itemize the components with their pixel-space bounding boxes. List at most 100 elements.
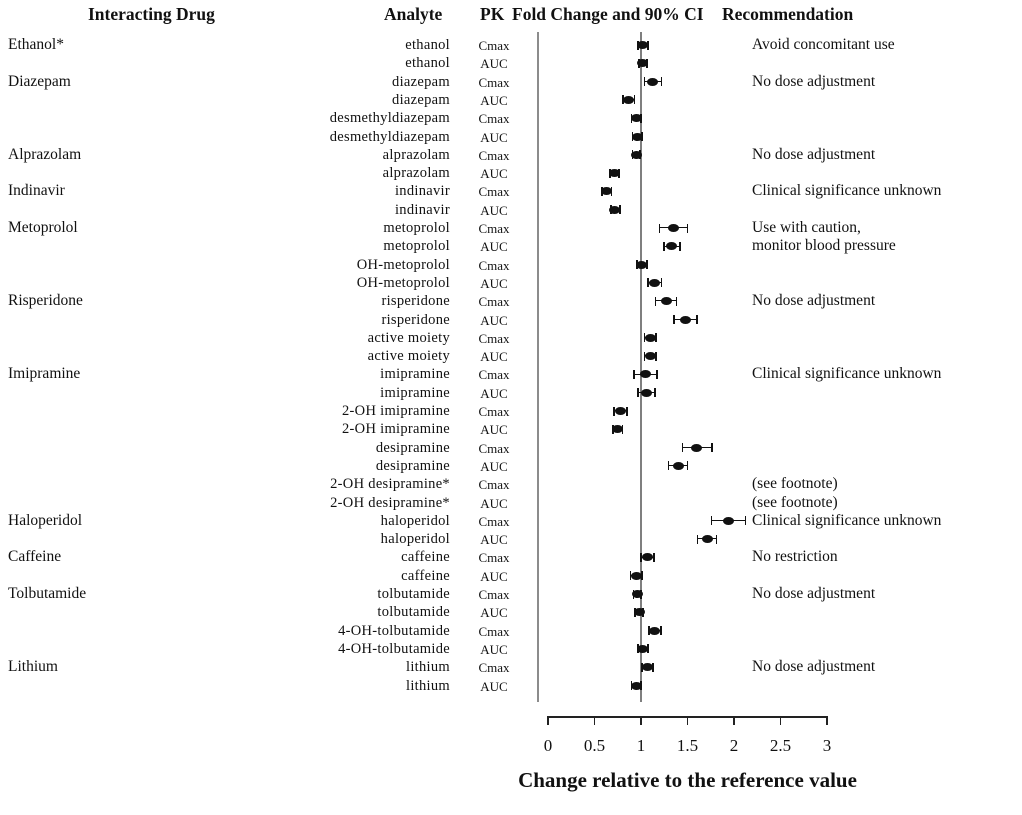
ci-cap-left <box>681 443 684 453</box>
analyte-label: desipramine <box>375 457 450 474</box>
drug-label: Haloperidol <box>8 511 83 529</box>
ci-cap-right <box>655 351 657 361</box>
pk-label: AUC <box>480 532 508 548</box>
analyte-label: ethanol <box>405 37 450 53</box>
analyte-label: lithium <box>406 659 450 676</box>
ci-cap-left <box>710 516 713 526</box>
x-axis-tick <box>826 716 828 725</box>
analyte-label: haloperidol <box>380 512 450 529</box>
analyte-label: OH-metoprolol <box>356 274 450 291</box>
analyte-label: 2-OH imipramine <box>342 403 450 419</box>
point-estimate-marker <box>608 169 620 178</box>
point-estimate-marker <box>637 644 649 653</box>
analyte-label: 4-OH-tolbutamide <box>338 622 450 639</box>
ci-cap-right <box>656 369 658 379</box>
point-estimate-marker <box>637 59 649 68</box>
analyte-label: metoprolol <box>383 220 450 236</box>
drug-label: Diazepam <box>8 72 71 90</box>
point-estimate-marker <box>630 571 642 580</box>
ci-cap-left <box>643 333 646 343</box>
drug-label: Indinavir <box>8 182 65 200</box>
ci-cap-left <box>637 388 639 398</box>
ci-cap-right <box>715 534 718 544</box>
point-estimate-marker <box>691 443 703 452</box>
recommendation-label: (see footnote) <box>752 475 838 493</box>
point-estimate-marker <box>609 205 621 214</box>
drug-label: Tolbutamide <box>8 585 87 602</box>
analyte-label: alprazolam <box>382 146 450 163</box>
analyte-label: desipramine <box>375 439 450 456</box>
ci-cap-left <box>696 534 699 544</box>
recommendation-label: No dose adjustment <box>752 72 876 90</box>
pk-label: Cmax <box>478 184 510 200</box>
analyte-label: caffeine <box>401 567 450 584</box>
x-axis-tick-label: 2.5 <box>769 736 792 755</box>
analyte-label: tolbutamide <box>377 604 450 621</box>
pk-label: Cmax <box>478 294 510 310</box>
ci-cap-right <box>652 662 655 672</box>
x-axis-tick-label: 0 <box>543 736 553 755</box>
ci-cap-left <box>647 278 650 288</box>
point-estimate-marker <box>644 352 656 361</box>
point-estimate-marker <box>631 590 643 598</box>
pk-label: Cmax <box>478 623 510 639</box>
point-estimate-marker <box>623 95 635 104</box>
pk-label: AUC <box>480 166 508 182</box>
drug-label: Caffeine <box>8 548 62 566</box>
point-estimate-marker <box>630 150 642 159</box>
point-estimate-marker <box>666 242 678 251</box>
analyte-label: active moiety <box>367 329 450 346</box>
x-axis-tick-label: 2 <box>729 736 739 755</box>
point-estimate-marker <box>636 260 648 269</box>
ci-cap-right <box>696 315 698 324</box>
point-estimate-marker <box>672 461 684 470</box>
analyte-label: diazepam <box>392 73 450 90</box>
drug-label: Imipramine <box>8 365 81 383</box>
pk-label: Cmax <box>478 440 510 456</box>
drug-label: Alprazolam <box>8 145 82 163</box>
analyte-label: active moiety <box>367 348 450 365</box>
pk-label: AUC <box>480 275 508 291</box>
pk-label: AUC <box>480 385 508 401</box>
analyte-label: desmethyldiazepam <box>329 110 450 127</box>
drug-label: Ethanol* <box>8 36 64 53</box>
recommendation-label: No dose adjustment <box>752 585 876 602</box>
ci-cap-left <box>629 571 632 581</box>
analyte-label: indinavir <box>394 201 450 218</box>
pk-label: AUC <box>480 56 508 72</box>
analyte-label: metoprolol <box>383 238 450 255</box>
analyte-label: OH-metoprolol <box>356 256 450 273</box>
point-estimate-marker <box>630 114 642 123</box>
ci-cap-right <box>686 223 689 233</box>
point-estimate-marker <box>642 553 653 562</box>
pk-label: AUC <box>480 129 508 145</box>
recommendation-label: Clinical significance unknown <box>752 511 942 529</box>
pk-label: AUC <box>480 202 508 218</box>
ci-cap-right <box>660 77 663 87</box>
point-estimate-marker <box>680 315 692 324</box>
x-axis-tick <box>640 716 642 725</box>
pk-label: Cmax <box>478 477 510 493</box>
pk-label: Cmax <box>478 330 510 346</box>
analyte-label: diazepam <box>392 91 450 108</box>
ci-cap-left <box>643 351 646 361</box>
ci-cap-right <box>679 241 682 251</box>
ci-cap-left <box>654 296 657 306</box>
analyte-label: imipramine <box>380 366 450 383</box>
ci-cap-right <box>655 333 657 343</box>
point-estimate-marker <box>630 681 642 690</box>
pk-label: AUC <box>480 605 508 621</box>
point-estimate-marker <box>615 407 627 415</box>
point-estimate-marker <box>642 663 653 672</box>
ci-cap-left <box>667 461 670 471</box>
drug-label: Lithium <box>8 658 58 676</box>
analyte-label: 2-OH desipramine* <box>330 494 450 511</box>
pk-label: AUC <box>480 495 508 511</box>
point-estimate-marker <box>641 388 653 397</box>
pk-label: AUC <box>480 568 508 584</box>
ci-cap-right <box>633 95 636 105</box>
analyte-label: 2-OH desipramine* <box>330 476 450 493</box>
drug-label: Metoprolol <box>8 219 78 236</box>
point-estimate-marker <box>644 333 656 342</box>
point-estimate-marker <box>649 278 661 287</box>
